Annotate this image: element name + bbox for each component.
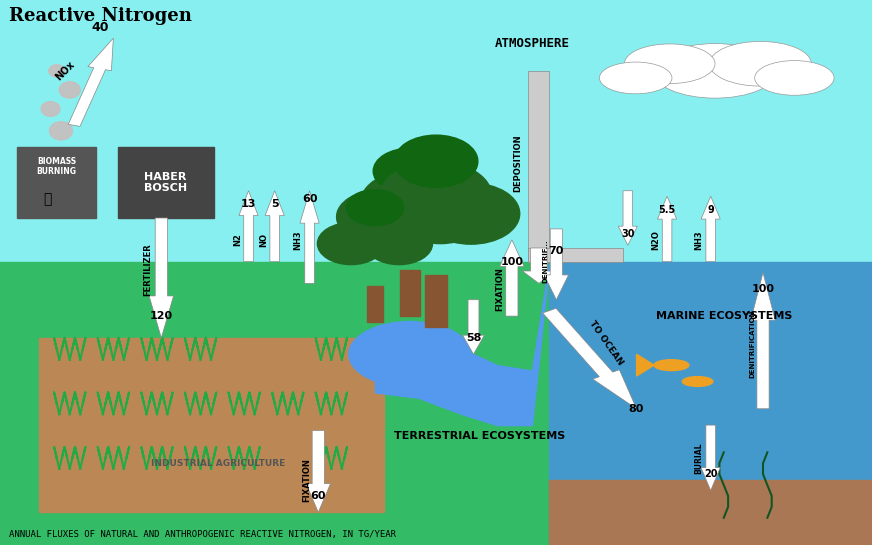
Polygon shape	[549, 262, 872, 545]
Ellipse shape	[49, 65, 65, 77]
Polygon shape	[618, 191, 637, 245]
Polygon shape	[68, 38, 113, 126]
Text: BURIAL: BURIAL	[695, 442, 704, 474]
Circle shape	[422, 183, 520, 244]
Polygon shape	[751, 272, 775, 409]
Text: 58: 58	[466, 333, 481, 343]
Polygon shape	[463, 300, 485, 354]
Text: MARINE ECOSYSTEMS: MARINE ECOSYSTEMS	[656, 311, 792, 321]
Text: N2O: N2O	[651, 230, 660, 250]
Polygon shape	[542, 308, 637, 409]
Text: 60: 60	[302, 194, 317, 204]
Ellipse shape	[652, 44, 778, 98]
Text: FIXATION: FIXATION	[495, 267, 504, 311]
Text: 5.5: 5.5	[658, 205, 676, 215]
Text: FIXATION: FIXATION	[303, 458, 311, 501]
Polygon shape	[637, 354, 654, 376]
Ellipse shape	[41, 101, 60, 117]
Circle shape	[317, 223, 385, 265]
Ellipse shape	[710, 41, 812, 86]
Polygon shape	[549, 480, 872, 545]
Circle shape	[352, 183, 450, 244]
Polygon shape	[239, 191, 258, 262]
Polygon shape	[300, 191, 319, 283]
Text: NH3: NH3	[695, 230, 704, 250]
Polygon shape	[149, 218, 174, 338]
Text: 120: 120	[150, 311, 173, 321]
Bar	[528, 71, 549, 262]
Circle shape	[346, 190, 404, 226]
Ellipse shape	[624, 44, 715, 83]
Text: 80: 80	[629, 404, 644, 414]
Ellipse shape	[50, 122, 72, 140]
Text: NO: NO	[260, 233, 269, 247]
Polygon shape	[265, 191, 284, 262]
Circle shape	[337, 190, 422, 244]
Polygon shape	[306, 431, 330, 512]
Text: INDUSTRIAL AGRICULTURE: INDUSTRIAL AGRICULTURE	[151, 459, 285, 468]
Text: DEPOSITION: DEPOSITION	[514, 135, 522, 192]
FancyBboxPatch shape	[118, 147, 214, 218]
Ellipse shape	[59, 82, 80, 98]
Circle shape	[398, 190, 483, 244]
Ellipse shape	[654, 360, 689, 371]
Text: NH3: NH3	[294, 230, 303, 250]
Polygon shape	[522, 248, 555, 283]
Polygon shape	[701, 425, 720, 490]
Text: ATMOSPHERE: ATMOSPHERE	[494, 37, 569, 50]
Text: HABER
BOSCH: HABER BOSCH	[144, 172, 187, 193]
Text: FERTILIZER: FERTILIZER	[144, 244, 153, 296]
Bar	[528, 248, 623, 262]
Text: 13: 13	[241, 199, 256, 209]
Text: 100: 100	[752, 284, 774, 294]
Circle shape	[337, 208, 413, 256]
Text: 9: 9	[707, 205, 714, 215]
Text: N2: N2	[234, 233, 242, 246]
Text: TERRESTRIAL ECOSYSTEMS: TERRESTRIAL ECOSYSTEMS	[394, 431, 565, 441]
Text: DENITRIF...: DENITRIF...	[542, 240, 548, 283]
Text: 40: 40	[92, 21, 109, 34]
Circle shape	[373, 148, 446, 194]
Text: Reactive Nitrogen: Reactive Nitrogen	[9, 7, 192, 26]
Text: DENITRIFICATION: DENITRIFICATION	[749, 309, 755, 378]
Ellipse shape	[754, 60, 834, 95]
Polygon shape	[39, 338, 384, 512]
Text: 🔥: 🔥	[44, 192, 52, 206]
Polygon shape	[701, 196, 720, 262]
Text: 70: 70	[548, 246, 564, 256]
Text: 60: 60	[310, 491, 326, 501]
FancyBboxPatch shape	[17, 147, 96, 218]
Polygon shape	[500, 240, 524, 316]
Text: ANNUAL FLUXES OF NATURAL AND ANTHROPOGENIC REACTIVE NITROGEN, IN TG/YEAR: ANNUAL FLUXES OF NATURAL AND ANTHROPOGEN…	[9, 530, 396, 538]
Text: 30: 30	[621, 229, 635, 239]
Text: 5: 5	[271, 199, 278, 209]
Bar	[400, 270, 419, 316]
Circle shape	[365, 223, 433, 265]
Text: 100: 100	[501, 257, 523, 267]
Text: 20: 20	[704, 469, 718, 479]
Text: NOx: NOx	[54, 59, 77, 82]
Ellipse shape	[349, 322, 471, 387]
Text: TO OCEAN: TO OCEAN	[588, 319, 624, 367]
Bar	[367, 286, 383, 322]
Ellipse shape	[683, 377, 713, 386]
Circle shape	[361, 171, 459, 232]
Circle shape	[380, 161, 492, 231]
Ellipse shape	[599, 62, 672, 94]
Polygon shape	[0, 262, 549, 545]
Text: BIOMASS
BURNING: BIOMASS BURNING	[37, 156, 77, 176]
Circle shape	[394, 135, 478, 187]
Polygon shape	[544, 229, 569, 300]
Polygon shape	[657, 196, 677, 262]
Bar	[425, 275, 447, 327]
